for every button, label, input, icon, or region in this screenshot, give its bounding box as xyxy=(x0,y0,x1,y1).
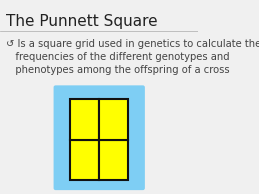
Bar xyxy=(99,140,128,180)
FancyBboxPatch shape xyxy=(54,85,145,190)
Text: ↺ Is a square grid used in genetics to calculate the
   frequencies of the diffe: ↺ Is a square grid used in genetics to c… xyxy=(6,39,259,75)
Bar xyxy=(99,99,128,140)
Text: The Punnett Square: The Punnett Square xyxy=(6,14,157,29)
Bar xyxy=(70,99,99,140)
Bar xyxy=(70,140,99,180)
